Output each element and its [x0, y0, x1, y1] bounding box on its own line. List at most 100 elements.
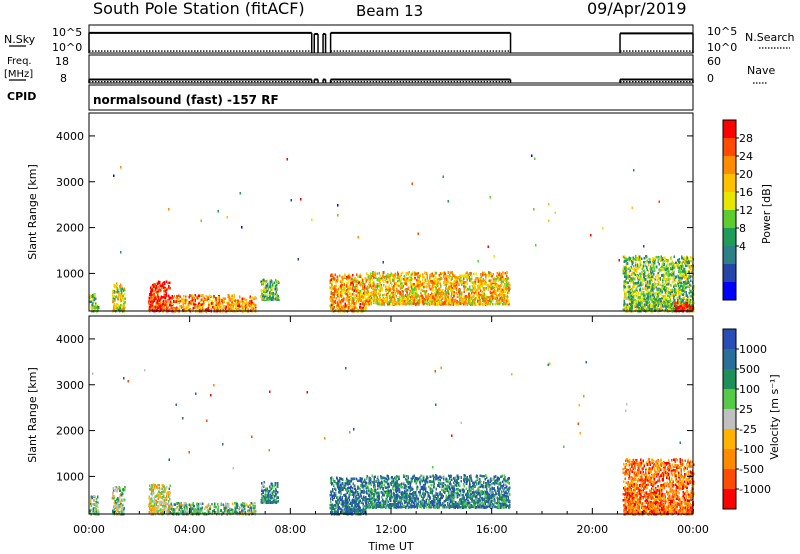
- range-gate-cell: [391, 278, 394, 282]
- range-gate-cell: [157, 306, 159, 309]
- range-gate-cell: [430, 279, 432, 283]
- range-gate-cell: [497, 276, 500, 279]
- range-gate-cell: [393, 289, 395, 293]
- range-gate-cell: [379, 284, 381, 287]
- range-gate-cell: [415, 286, 417, 289]
- range-gate-cell: [407, 302, 409, 305]
- range-gate-cell: [349, 309, 352, 312]
- range-gate-cell: [389, 289, 391, 292]
- range-gate-cell: [229, 308, 232, 311]
- range-gate-cell: [351, 281, 353, 285]
- range-gate-cell: [689, 279, 692, 283]
- range-gate-cell: [337, 204, 339, 207]
- range-gate-cell: [686, 294, 689, 298]
- range-gate-cell: [267, 298, 270, 302]
- range-gate-cell: [122, 289, 125, 292]
- range-gate-cell: [483, 292, 486, 295]
- range-gate-cell: [370, 275, 373, 278]
- range-gate-cell: [634, 268, 637, 272]
- range-gate-cell: [625, 276, 628, 279]
- range-gate-cell: [678, 306, 680, 309]
- range-gate-cell: [624, 297, 627, 300]
- range-gate-cell: [644, 306, 647, 310]
- range-gate-cell: [332, 274, 334, 278]
- range-gate-cell: [348, 277, 350, 280]
- range-gate-cell: [491, 297, 494, 300]
- range-gate-cell: [629, 257, 631, 260]
- range-gate-cell: [409, 295, 411, 299]
- range-gate-cell: [647, 297, 650, 300]
- range-gate-cell: [346, 304, 348, 307]
- range-gate-cell: [395, 276, 398, 280]
- range-gate-cell: [631, 206, 633, 210]
- range-gate-cell: [117, 498, 119, 502]
- range-gate-cell: [224, 307, 227, 311]
- range-gate-cell: [688, 300, 690, 303]
- range-gate-cell: [626, 303, 629, 306]
- range-gate-cell: [94, 502, 97, 506]
- range-gate-cell: [678, 270, 680, 273]
- range-gate-cell: [456, 295, 459, 299]
- range-gate-cell: [629, 289, 631, 292]
- range-gate-cell: [415, 288, 417, 292]
- range-gate-cell: [432, 283, 434, 287]
- range-gate-cell: [495, 301, 497, 305]
- range-gate-cell: [151, 302, 154, 305]
- range-gate-cell: [408, 303, 411, 306]
- range-gate-cell: [624, 292, 627, 296]
- range-gate-cell: [645, 298, 647, 302]
- range-gate-cell: [649, 267, 652, 271]
- range-gate-cell: [366, 301, 368, 305]
- range-gate-cell: [669, 292, 672, 295]
- range-gate-cell: [679, 284, 682, 288]
- range-gate-cell: [228, 295, 230, 299]
- range-gate-cell: [666, 297, 669, 301]
- range-gate-cell: [649, 270, 652, 273]
- range-gate-cell: [651, 270, 654, 274]
- range-gate-cell: [391, 274, 393, 277]
- range-gate-cell: [95, 497, 98, 501]
- range-gate-cell: [92, 298, 95, 301]
- range-gate-cell: [371, 278, 374, 281]
- range-gate-cell: [469, 285, 471, 288]
- range-gate-cell: [625, 269, 627, 272]
- range-gate-cell: [119, 305, 121, 308]
- range-gate-cell: [97, 306, 100, 309]
- range-gate-cell: [437, 289, 439, 292]
- range-gate-cell: [655, 286, 657, 289]
- range-gate-cell: [485, 301, 487, 304]
- range-gate-cell: [628, 271, 630, 274]
- range-gate-cell: [438, 280, 441, 284]
- range-gate-cell: [661, 306, 663, 310]
- range-gate-cell: [415, 303, 417, 306]
- range-gate-cell: [650, 305, 652, 309]
- range-gate-cell: [640, 303, 643, 307]
- range-gate-cell: [246, 308, 248, 311]
- range-gate-cell: [474, 296, 477, 300]
- range-gate-cell: [645, 255, 647, 258]
- range-gate-cell: [492, 292, 495, 296]
- range-gate-cell: [207, 301, 210, 305]
- range-gate-cell: [275, 285, 277, 288]
- range-gate-cell: [469, 279, 472, 283]
- range-gate-cell: [329, 304, 332, 307]
- range-gate-cell: [118, 511, 120, 514]
- range-gate-cell: [356, 299, 358, 303]
- range-gate-cell: [272, 283, 274, 286]
- range-gate-cell: [437, 295, 440, 299]
- range-gate-cell: [631, 259, 634, 262]
- range-gate-cell: [123, 506, 126, 510]
- range-gate-cell: [623, 304, 625, 307]
- range-gate-cell: [369, 280, 371, 283]
- range-gate-cell: [530, 154, 533, 158]
- range-gate-cell: [330, 274, 332, 277]
- range-gate-cell: [347, 295, 350, 299]
- range-gate-cell: [228, 307, 231, 311]
- range-gate-cell: [644, 296, 646, 299]
- range-gate-cell: [651, 291, 653, 295]
- range-gate-cell: [485, 277, 487, 280]
- range-gate-cell: [212, 304, 215, 308]
- range-gate-cell: [430, 281, 432, 285]
- range-gate-cell: [92, 511, 94, 515]
- range-gate-cell: [638, 303, 641, 306]
